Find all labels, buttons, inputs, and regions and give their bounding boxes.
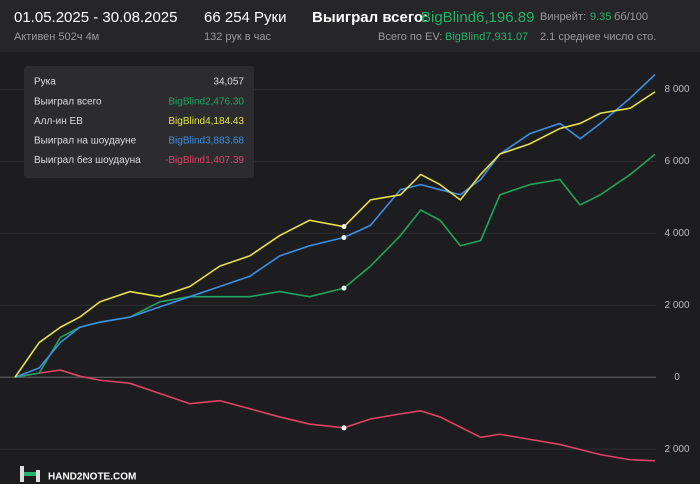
hover-point [341, 234, 347, 240]
winrate-label: Винрейт: [540, 11, 586, 23]
winrate-unit: бб/100 [614, 11, 648, 23]
ev-label: Всего по EV: [378, 31, 442, 43]
hands: 66 254 Руки [204, 9, 287, 26]
series-line [14, 73, 656, 378]
plot: 2 000 0 2 000 4 000 6 000 8 000 [0, 73, 690, 462]
y-tick-label: 8 000 [664, 84, 689, 95]
hands-rate: 132 рук в час [204, 31, 272, 43]
series-line [14, 91, 656, 378]
logo-icon [24, 472, 36, 476]
y-tick-label: 4 000 [664, 228, 689, 239]
y-tick-label: 2 000 [664, 444, 689, 455]
won-value: BigBlind6,196.89 [421, 9, 534, 26]
tooltip: Рука 34,057 Выиграл всего BigBlind2,476.30 А… [24, 66, 254, 178]
tooltip-label: Выиграл всего [34, 97, 102, 108]
tooltip-x-value: 34,057 [213, 77, 244, 88]
y-tick-label: 0 [674, 372, 680, 383]
logo: HAND2NOTE.COM [48, 472, 136, 483]
tooltip-value: BigBlind4,184.43 [168, 116, 244, 127]
hover-point [341, 425, 347, 431]
y-tick-label: 2 000 [664, 300, 689, 311]
y-tick-label: 6 000 [664, 156, 689, 167]
series-line [14, 369, 656, 462]
tables: 2.1 среднее число сто. [540, 31, 656, 43]
hover-point [341, 224, 347, 230]
tooltip-label: Выиграл без шоудауна [34, 154, 141, 166]
period: 01.05.2025 - 30.08.2025 [14, 9, 177, 26]
tooltip-label: Выиграл на шоудауне [34, 136, 137, 147]
tooltip-value: BigBlind3,883.68 [168, 136, 244, 147]
ev-value: BigBlind7,931.07 [445, 31, 528, 43]
logo-icon [20, 466, 24, 482]
active: Активен 502ч 4м [14, 31, 99, 43]
tooltip-value: -BigBlind1,407.39 [165, 155, 244, 166]
winrate-value: 9.35 [590, 11, 611, 23]
hover-point [341, 285, 347, 291]
tooltip-x-name: Рука [34, 77, 56, 88]
logo-icon [36, 470, 40, 482]
header-bg [0, 0, 700, 52]
won-label: Выиграл всего: [312, 9, 428, 26]
tooltip-bg [24, 66, 254, 178]
tooltip-value: BigBlind2,476.30 [168, 97, 244, 108]
tooltip-label: Алл-ин EВ [34, 116, 83, 127]
